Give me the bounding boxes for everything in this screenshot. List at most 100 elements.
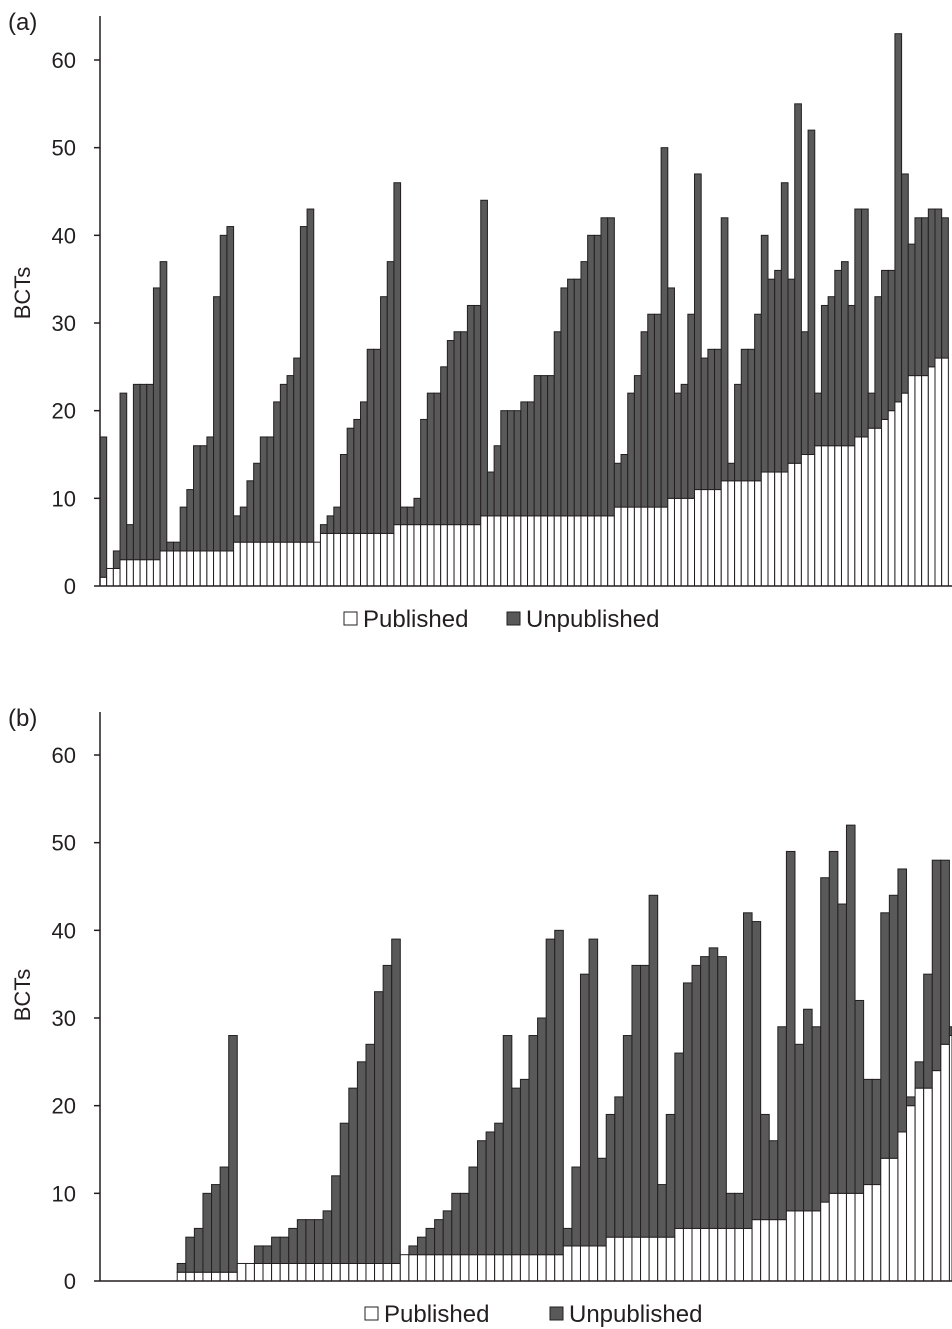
- panel-a-bar-published: [914, 375, 923, 587]
- panel-a-bar-published: [393, 524, 402, 587]
- panel-b-bar-unpublished: [262, 1245, 273, 1264]
- panel-a-bar-unpublished: [480, 199, 488, 517]
- panel-a-bar-unpublished: [199, 445, 208, 552]
- panel-b-bar-unpublished: [374, 991, 384, 1264]
- panel-a-bar-unpublished: [339, 454, 348, 534]
- panel-b-bar-published: [803, 1210, 813, 1282]
- panel-b-bar-published: [571, 1245, 581, 1282]
- panel-a-bar-published: [226, 550, 235, 587]
- panel-a-bar-unpublished: [887, 269, 896, 412]
- panel-b-bar-published: [734, 1227, 744, 1282]
- panel-a-bar-unpublished: [553, 331, 562, 517]
- panel-a-bar-published: [694, 489, 702, 587]
- panel-b-bar-published: [322, 1262, 333, 1282]
- panel-b-y-tick-label: 60: [52, 743, 76, 768]
- panel-b-bar-unpublished: [356, 1061, 367, 1264]
- panel-b-bar-published: [399, 1254, 410, 1282]
- panel-a-bar-unpublished: [547, 375, 555, 517]
- panel-a-legend: Published Unpublished: [343, 606, 659, 633]
- panel-b-bar-unpublished: [597, 1157, 607, 1247]
- panel-a-y-tick-label: 50: [52, 136, 76, 161]
- panel-a-bar-unpublished: [760, 234, 769, 473]
- panel-a-bar-unpublished: [673, 392, 682, 499]
- panel-b-y-tick-label: 50: [52, 831, 76, 856]
- panel-a-bar-published: [219, 550, 228, 587]
- panel-b-bar-published: [888, 1157, 899, 1282]
- panel-a-bar-unpublished: [346, 427, 355, 534]
- panel-b-y-ticks: 0 10 20 30 40 50 60: [52, 743, 100, 1294]
- panel-b-bar-published: [211, 1271, 221, 1282]
- panel-a-bar-published: [861, 436, 869, 587]
- panel-b-bar-published: [854, 1192, 865, 1282]
- panel-a-bar-unpublished: [627, 392, 635, 508]
- panel-a-bar-published: [867, 427, 876, 587]
- panel-a-bar-unpublished: [740, 348, 749, 482]
- panel-a-bar-unpublished: [126, 524, 134, 561]
- panel-a-legend-label-unpublished: Unpublished: [526, 606, 659, 633]
- panel-b-bar-published: [605, 1236, 616, 1282]
- panel-b-bar-unpublished: [382, 964, 393, 1264]
- panel-a-bar-published: [647, 506, 655, 587]
- panel-a-bar-published: [527, 515, 535, 587]
- panel-b-bar-published: [845, 1192, 856, 1282]
- panel-a-bar-published: [894, 401, 903, 587]
- panel-a-bar-published: [901, 392, 909, 587]
- panel-a-bar-unpublished: [720, 217, 729, 482]
- panel-b-y-tick-label: 30: [52, 1006, 76, 1031]
- panel-b-y-tick-label: 20: [52, 1094, 76, 1119]
- panel-a-bar-published: [787, 462, 796, 587]
- panel-a-bar-unpublished: [513, 410, 522, 517]
- panel-b-bar-published: [811, 1210, 822, 1282]
- panel-a-bar-published: [480, 515, 488, 587]
- panel-a-bar-unpublished: [186, 489, 195, 552]
- panel-b-bar-published: [751, 1219, 762, 1282]
- panel-a-bar-published: [440, 524, 448, 587]
- panel-a-bar-unpublished: [453, 331, 462, 526]
- panel-b-bar-unpublished: [665, 1113, 676, 1238]
- panel-b-bar-published: [219, 1271, 230, 1282]
- panel-a-bar-published: [486, 515, 495, 587]
- panel-a-bar-published: [380, 532, 388, 587]
- panel-a-bar-unpublished: [273, 401, 281, 543]
- panel-b-bar-unpublished: [408, 1245, 418, 1256]
- panel-a-bar-published: [707, 489, 716, 587]
- panel-a-bar-unpublished: [253, 462, 261, 543]
- panel-b-bar-unpublished: [468, 1166, 479, 1256]
- panel-a-bar-unpublished: [139, 383, 148, 561]
- panel-a-bar-unpublished: [660, 147, 669, 508]
- panel-b-bar-unpublished: [571, 1166, 581, 1247]
- panel-a-bar-unpublished: [927, 208, 936, 368]
- panel-a-y-ticks: 0 10 20 30 40 50 60: [52, 48, 100, 599]
- panel-b-bar-unpublished: [657, 1184, 667, 1238]
- panel-b-bar-published: [828, 1192, 839, 1282]
- panel-a-bar-unpublished: [152, 287, 161, 561]
- panel-b-bar-unpublished: [888, 894, 899, 1159]
- panel-b-bar-published: [674, 1227, 684, 1282]
- panel-b-bar-published: [897, 1131, 908, 1282]
- panel-b-bar-published: [562, 1245, 573, 1282]
- panel-a-bar-unpublished: [881, 269, 889, 420]
- panel-b-bar-published: [502, 1254, 513, 1282]
- panel-b-bar-unpublished: [725, 1192, 736, 1229]
- panel-b-bar-published: [923, 1087, 933, 1282]
- panel-a-bar-unpublished: [613, 462, 622, 508]
- panel-a-bar-unpublished: [146, 383, 154, 561]
- panel-a-legend-swatch-published: [343, 611, 358, 626]
- panel-a-bar-published: [253, 541, 261, 587]
- panel-a-bar-unpublished: [460, 331, 468, 526]
- panel-a-bar-unpublished: [573, 278, 582, 517]
- panel-b-bar-unpublished: [494, 1122, 504, 1256]
- panel-b-bar-unpublished: [519, 1078, 530, 1256]
- panel-b-bar-unpublished: [365, 1043, 376, 1264]
- panel-b-legend-label-published: Published: [384, 1301, 489, 1328]
- panel-a-bar-published: [887, 410, 896, 587]
- panel-a-bar-published: [299, 541, 308, 587]
- panel-b-bar-published: [657, 1236, 667, 1282]
- panel-a-bar-published: [466, 524, 475, 587]
- panel-a-bar-unpublished: [620, 454, 629, 508]
- panel-b-bar-unpublished: [794, 1043, 805, 1212]
- panel-a-bar-unpublished: [393, 182, 402, 526]
- panel-a-bar-published: [146, 559, 154, 587]
- panel-a-bar-unpublished: [934, 208, 943, 359]
